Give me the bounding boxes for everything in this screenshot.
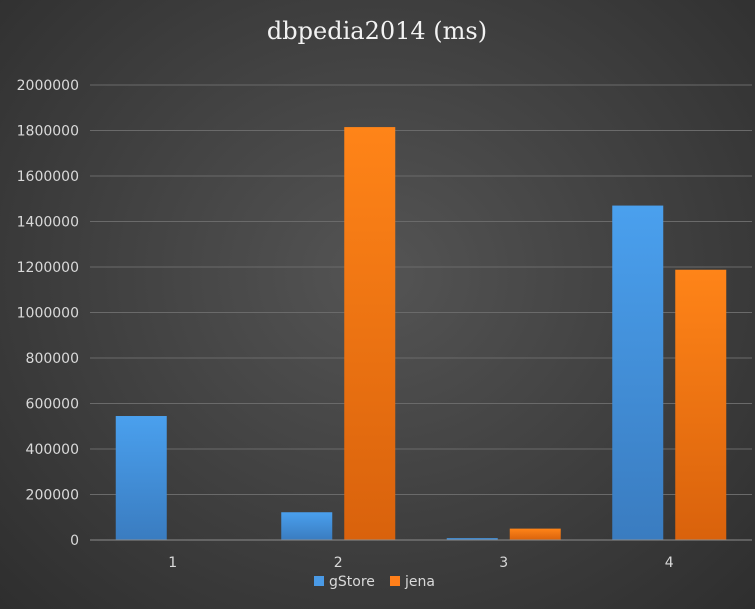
gridlines — [90, 84, 752, 495]
legend-swatch-gstore — [314, 576, 324, 586]
y-tick-label: 800000 — [26, 351, 79, 367]
y-axis-ticks: 0 200000 400000 600000 800000 1000000 1200000 1… — [17, 78, 79, 549]
bar-gstore-1 — [115, 416, 167, 540]
y-tick-label: 600000 — [26, 397, 79, 413]
x-axis-ticks: 1 2 3 4 — [168, 555, 674, 571]
y-tick-label: 1800000 — [17, 124, 79, 140]
bar-jena-4 — [675, 269, 727, 540]
y-tick-label: 0 — [70, 533, 79, 549]
legend-label-gstore: gStore — [329, 574, 375, 590]
legend-swatch-jena — [390, 576, 400, 586]
y-tick-label: 400000 — [26, 442, 79, 458]
bar-jena-2 — [344, 127, 396, 541]
y-tick-label: 1000000 — [17, 306, 79, 322]
legend: gStore jena — [314, 574, 435, 590]
y-tick-label: 2000000 — [17, 78, 79, 94]
x-tick-label: 2 — [334, 555, 343, 571]
y-tick-label: 1200000 — [17, 260, 79, 276]
bar-jena-3 — [509, 528, 561, 540]
bar-gstore-2 — [281, 512, 333, 540]
x-tick-label: 3 — [499, 555, 508, 571]
legend-label-jena: jena — [404, 574, 435, 590]
bar-gstore-3 — [446, 538, 498, 540]
bars — [115, 127, 727, 541]
y-tick-label: 1400000 — [17, 215, 79, 231]
bar-gstore-4 — [612, 205, 664, 540]
x-tick-label: 4 — [665, 555, 674, 571]
y-tick-label: 1600000 — [17, 169, 79, 185]
x-tick-label: 1 — [168, 555, 177, 571]
y-tick-label: 200000 — [26, 488, 79, 504]
chart-title: dbpedia2014 (ms) — [267, 17, 487, 45]
